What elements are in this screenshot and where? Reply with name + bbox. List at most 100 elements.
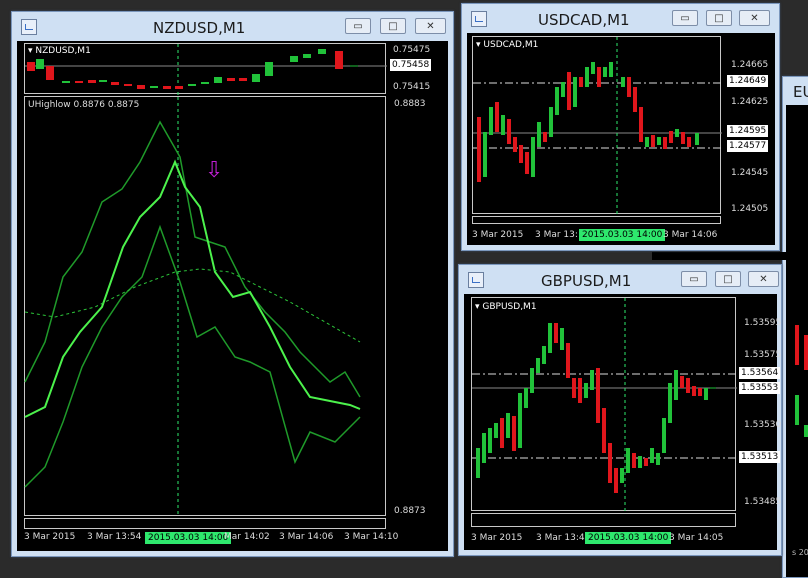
background-window-eurusd[interactable]: EU s 20 xyxy=(782,76,808,578)
candles xyxy=(472,298,737,512)
crosshair-time-label: 2015.03.03 14:00 xyxy=(579,229,666,241)
candle xyxy=(591,62,595,74)
candle xyxy=(561,82,565,97)
candle xyxy=(614,468,618,493)
candle xyxy=(318,49,326,54)
candle xyxy=(704,388,708,400)
candle xyxy=(506,413,510,438)
price-pane[interactable]: ▾ USDCAD,M1 xyxy=(472,36,722,215)
level-price-box: 1.24577 xyxy=(727,140,769,152)
window-gbpusd[interactable]: GBPUSD,M1 ▭ □ ✕ ▾ GBPUSD,M1 xyxy=(458,264,782,556)
candle xyxy=(645,137,649,147)
price-label: 1.53530 xyxy=(744,420,782,430)
window-usdcad[interactable]: USDCAD,M1 ▭ □ ✕ ▾ USDCAD,M1 xyxy=(461,3,780,251)
candle xyxy=(804,425,808,437)
chart-app-icon xyxy=(468,272,484,288)
candle xyxy=(482,433,486,463)
minimize-button[interactable]: ▭ xyxy=(681,271,707,287)
candle xyxy=(585,67,589,87)
candle xyxy=(201,82,209,84)
candle xyxy=(638,456,642,468)
candle xyxy=(537,122,541,147)
candle xyxy=(560,328,564,350)
window-title: GBPUSD,M1 xyxy=(541,272,632,290)
empty-subwindow[interactable] xyxy=(24,518,386,529)
candle xyxy=(88,80,96,83)
candle xyxy=(609,62,613,77)
price-label: 1.24505 xyxy=(731,204,769,214)
minimize-button[interactable]: ▭ xyxy=(345,18,371,34)
level-price-box: 1.53564 xyxy=(739,367,781,379)
candle xyxy=(680,376,684,388)
candle xyxy=(608,443,612,483)
background-chart-strip xyxy=(652,252,792,260)
candle xyxy=(36,59,44,69)
background-candles xyxy=(795,325,808,437)
candle xyxy=(163,86,171,89)
minimize-button[interactable]: ▭ xyxy=(672,10,698,26)
indicator-scale-bottom: 0.8873 xyxy=(394,506,426,516)
candle xyxy=(651,135,655,147)
close-button[interactable]: ✕ xyxy=(739,10,770,26)
time-label: 3 Mar 14:06 xyxy=(663,230,718,240)
maximize-button[interactable]: □ xyxy=(706,10,732,26)
window-nzdusd[interactable]: NZDUSD,M1 ▭ □ ✕ ▾ NZDUSD,M1 xyxy=(11,11,454,557)
titlebar[interactable]: USDCAD,M1 ▭ □ ✕ xyxy=(462,4,779,32)
current-price-box: 1.53553 xyxy=(739,382,781,394)
candle xyxy=(674,370,678,400)
candle xyxy=(477,117,481,182)
candle xyxy=(513,137,517,152)
candle xyxy=(662,418,666,453)
close-button[interactable]: ✕ xyxy=(415,18,446,34)
chart-client[interactable]: ▾ USDCAD,M1 xyxy=(467,33,775,245)
crosshair-time-label: 2015.03.03 14:00 xyxy=(585,532,672,544)
candle xyxy=(150,86,158,88)
price-label: 1.53595 xyxy=(744,318,782,328)
titlebar[interactable]: GBPUSD,M1 ▭ □ ✕ xyxy=(459,265,781,293)
candle xyxy=(214,77,222,83)
candle xyxy=(239,78,247,81)
candle xyxy=(795,325,799,365)
candle xyxy=(795,395,799,425)
candle xyxy=(227,78,235,81)
moving-average xyxy=(24,268,361,343)
candle xyxy=(554,323,558,343)
candle xyxy=(46,66,54,80)
price-pane[interactable]: ▾ NZDUSD,M1 xyxy=(24,43,387,95)
price-label: 1.24625 xyxy=(731,97,769,107)
chart-area[interactable]: s 20 xyxy=(786,105,808,577)
candle xyxy=(584,383,588,398)
titlebar[interactable]: NZDUSD,M1 ▭ □ ✕ xyxy=(12,12,453,40)
candle xyxy=(488,428,492,453)
chart-app-icon xyxy=(21,19,37,35)
maximize-button[interactable]: □ xyxy=(380,18,406,34)
indicator-pane[interactable]: UHighlow 0.8876 0.8875 ⇩ xyxy=(24,96,386,517)
candle xyxy=(137,85,145,89)
candle xyxy=(578,378,582,403)
time-label: Mar 14:02 xyxy=(224,532,270,542)
candle xyxy=(572,378,576,398)
lower-band xyxy=(24,224,361,488)
candle xyxy=(27,62,35,71)
price-pane[interactable]: ▾ GBPUSD,M1 xyxy=(471,297,737,512)
candle xyxy=(519,145,523,163)
candle xyxy=(596,368,600,423)
candle xyxy=(603,67,607,77)
empty-subwindow[interactable] xyxy=(472,216,721,224)
candle xyxy=(290,56,298,62)
candle xyxy=(632,453,636,468)
candle xyxy=(489,107,493,135)
candle xyxy=(548,323,552,353)
maximize-button[interactable]: □ xyxy=(715,271,741,287)
current-price-box: 1.24595 xyxy=(727,125,769,137)
chart-client[interactable]: ▾ GBPUSD,M1 xyxy=(464,294,781,550)
time-label: 3 Mar 2015 xyxy=(471,533,523,543)
symbol-text: NZDUSD,M1 xyxy=(35,46,91,56)
candle xyxy=(692,386,696,396)
empty-subwindow[interactable] xyxy=(471,513,736,527)
candle xyxy=(99,80,107,82)
time-label: 3 Mar 14:06 xyxy=(279,532,334,542)
chart-client[interactable]: ▾ NZDUSD,M1 xyxy=(17,41,448,551)
close-button[interactable]: ✕ xyxy=(748,271,779,287)
candle xyxy=(252,74,260,82)
